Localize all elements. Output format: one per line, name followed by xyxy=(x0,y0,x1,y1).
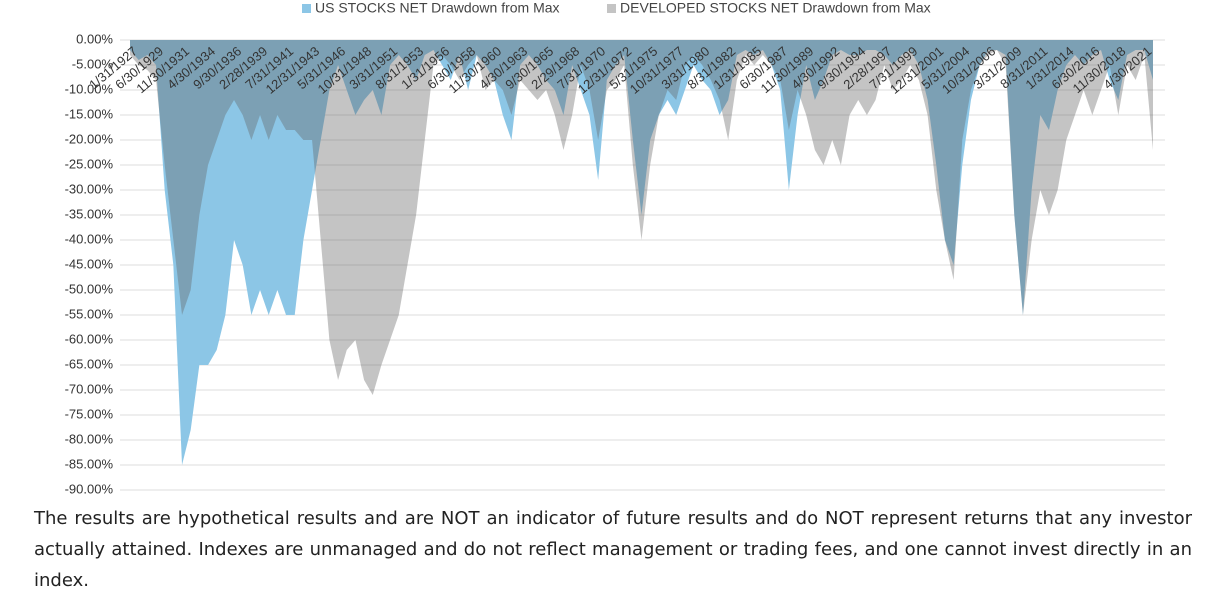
y-tick-label: -90.00% xyxy=(65,481,114,496)
area xyxy=(130,40,1153,395)
y-tick-label: -10.00% xyxy=(65,81,114,96)
y-tick-label: -30.00% xyxy=(65,181,114,196)
legend-label: US STOCKS NET Drawdown from Max xyxy=(315,0,560,16)
y-tick-label: -85.00% xyxy=(65,456,114,471)
y-tick-label: -45.00% xyxy=(65,256,114,271)
y-tick-label: -60.00% xyxy=(65,331,114,346)
y-tick-label: -55.00% xyxy=(65,306,114,321)
y-tick-label: -40.00% xyxy=(65,231,114,246)
caption: The results are hypothetical results and… xyxy=(34,508,1192,591)
y-tick-label: -65.00% xyxy=(65,356,114,371)
legend-swatch xyxy=(607,4,616,13)
y-tick-label: -25.00% xyxy=(65,156,114,171)
y-tick-label: -75.00% xyxy=(65,406,114,421)
legend-swatch xyxy=(302,4,311,13)
area xyxy=(130,40,1153,465)
y-tick-label: -35.00% xyxy=(65,206,114,221)
y-tick-label: 0.00% xyxy=(76,31,113,46)
y-tick-label: -80.00% xyxy=(65,431,114,446)
chart: 0.00% -5.00% -10.00% -15.00% -20.00% -25.00% -… xyxy=(65,0,1165,496)
legend-label: DEVELOPED STOCKS NET Drawdown from Max xyxy=(620,0,931,16)
y-tick-label: -20.00% xyxy=(65,131,114,146)
y-tick-label: -15.00% xyxy=(65,106,114,121)
y-tick-label: -50.00% xyxy=(65,281,114,296)
y-tick-label: -70.00% xyxy=(65,381,114,396)
y-tick-label: -5.00% xyxy=(72,56,114,71)
